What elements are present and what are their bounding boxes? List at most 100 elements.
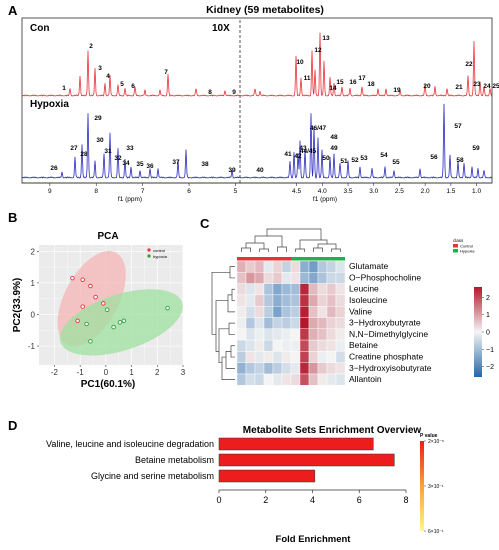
peak-label-control: 19 [393, 87, 401, 94]
heatmap-row-label: N,N−Dimethylglycine [349, 329, 428, 339]
heatmap-cell [326, 317, 337, 330]
peak-label-hypoxia: 42 [294, 153, 302, 160]
enrichment-xtick-label: 0 [216, 495, 221, 505]
ppm-tick-label: 6 [187, 188, 191, 195]
peak-label-hypoxia: 28 [80, 151, 88, 158]
column-dendrogram-branch [299, 239, 328, 249]
pca-ytick-label: 2 [31, 247, 36, 256]
pca-point-hypoxia [111, 324, 116, 330]
heatmap-cell [245, 339, 256, 352]
pca-xtick-label: -1 [77, 368, 85, 377]
heatmap-cell [254, 328, 265, 341]
ppm-tick-label: 4.5 [292, 188, 301, 195]
heatmap-color-scale [474, 287, 482, 377]
heatmap-cell [272, 272, 283, 284]
class-bar-cell [300, 257, 309, 261]
hypoxia-spectrum [21, 103, 493, 179]
class-legend-title: class [453, 238, 464, 243]
heatmap-cell [281, 351, 292, 363]
heatmap-cell [326, 260, 337, 273]
class-legend-control-swatch [453, 244, 458, 248]
heatmap-cell [236, 317, 247, 330]
heatmap-cell [299, 294, 310, 307]
heatmap-cell [236, 351, 247, 363]
peak-label-hypoxia: 57 [454, 123, 462, 130]
heatmap-cell [263, 373, 274, 386]
peak-label-control: 14 [329, 85, 337, 92]
enrichment-category-label: Betaine metabolism [135, 455, 214, 465]
heatmap-cell [236, 339, 247, 352]
pca-point-hypoxia [88, 339, 93, 344]
zoom-label: 10X [212, 23, 230, 34]
heatmap-cell [245, 283, 256, 296]
heatmap-cell [281, 328, 292, 341]
column-dendrogram-branch [295, 248, 305, 252]
heatmap-cell [326, 339, 337, 352]
pca-xtick-label: 3 [181, 368, 186, 377]
peak-label-hypoxia: 39 [228, 167, 236, 174]
class-legend-hypoxia-label: Hypoxia [460, 249, 475, 254]
heatmap-cell [254, 362, 265, 375]
heatmap-cell [245, 294, 256, 307]
heatmap-cell [335, 260, 346, 273]
pvalue-legend-title: P value [420, 433, 438, 439]
ppm-tick-label: 7 [141, 188, 145, 195]
heatmap-cell [263, 317, 274, 330]
row-dendrogram-branch [228, 322, 235, 335]
class-legend-hypoxia-swatch [453, 249, 458, 253]
heatmap-scale-ticks: 2 1 0 −1 −2 [482, 295, 494, 371]
peak-label-control: 9 [232, 89, 236, 96]
heatmap-row-label: Glutamate [349, 261, 388, 271]
heatmap-cell [308, 339, 319, 352]
heatmap-cell [263, 328, 274, 341]
heatmap-cell [272, 306, 283, 318]
heatmap-cell [254, 283, 265, 296]
heatmap-cell [263, 339, 274, 352]
pvalue-tick-label: 2×10⁻⁵ [428, 439, 444, 445]
peak-label-hypoxia: 33 [126, 145, 134, 152]
enrichment-bars [218, 437, 395, 483]
pca-point-control [80, 304, 85, 309]
heatmap-cell [299, 272, 310, 284]
hypoxia-label: Hypoxia [30, 99, 69, 110]
peak-label-control: 1 [62, 85, 66, 92]
enrichment-xlabel: Fold Enrichment [276, 534, 352, 545]
panel-b: B PCA -2 -1 0 1 2 3 -1 0 1 2 control hypoxia PC1(… [8, 210, 186, 390]
heatmap-cell [326, 294, 337, 307]
heatmap-cell [236, 272, 247, 284]
heatmap-cell [272, 339, 283, 352]
column-dendrogram [241, 228, 341, 252]
heatmap-cell [245, 362, 256, 375]
peak-label-hypoxia: 44/45 [300, 148, 317, 155]
enrichment-xtick-label: 8 [403, 495, 408, 505]
peak-label-control: 15 [336, 79, 344, 86]
pca-xtick-label: 0 [104, 368, 109, 377]
heatmap-cell [335, 351, 346, 363]
heatmap-cell [245, 373, 256, 386]
enrichment-title: Metabolite Sets Enrichment Overview [243, 425, 422, 436]
peak-label-control: 12 [314, 47, 322, 54]
control-spectrum [21, 32, 493, 97]
class-bar-cell [264, 257, 273, 261]
peak-label-hypoxia: 32 [114, 155, 122, 162]
heatmap-cell [335, 362, 346, 375]
row-dendrogram-branch [229, 266, 235, 279]
heatmap-cell [290, 373, 301, 386]
row-dendrogram-branch [227, 294, 235, 313]
row-dendrogram-branch [218, 328, 229, 364]
heatmap-cell [335, 294, 346, 307]
pca-xlabel: PC1(60.1%) [81, 379, 135, 390]
heatmap-cell [299, 328, 310, 341]
heatmap-cell [254, 294, 265, 307]
heatmap-cells [236, 260, 346, 386]
heatmap-scale-tick-label: −1 [486, 347, 494, 354]
enrichment-xtick-label: 4 [310, 495, 315, 505]
heatmap-cell [281, 362, 292, 375]
control-label: Con [30, 23, 49, 34]
column-dendrogram-branch [331, 248, 341, 252]
pvalue-color-scale [420, 441, 424, 531]
pca-point-control [88, 283, 93, 289]
heatmap-cell [308, 294, 319, 307]
